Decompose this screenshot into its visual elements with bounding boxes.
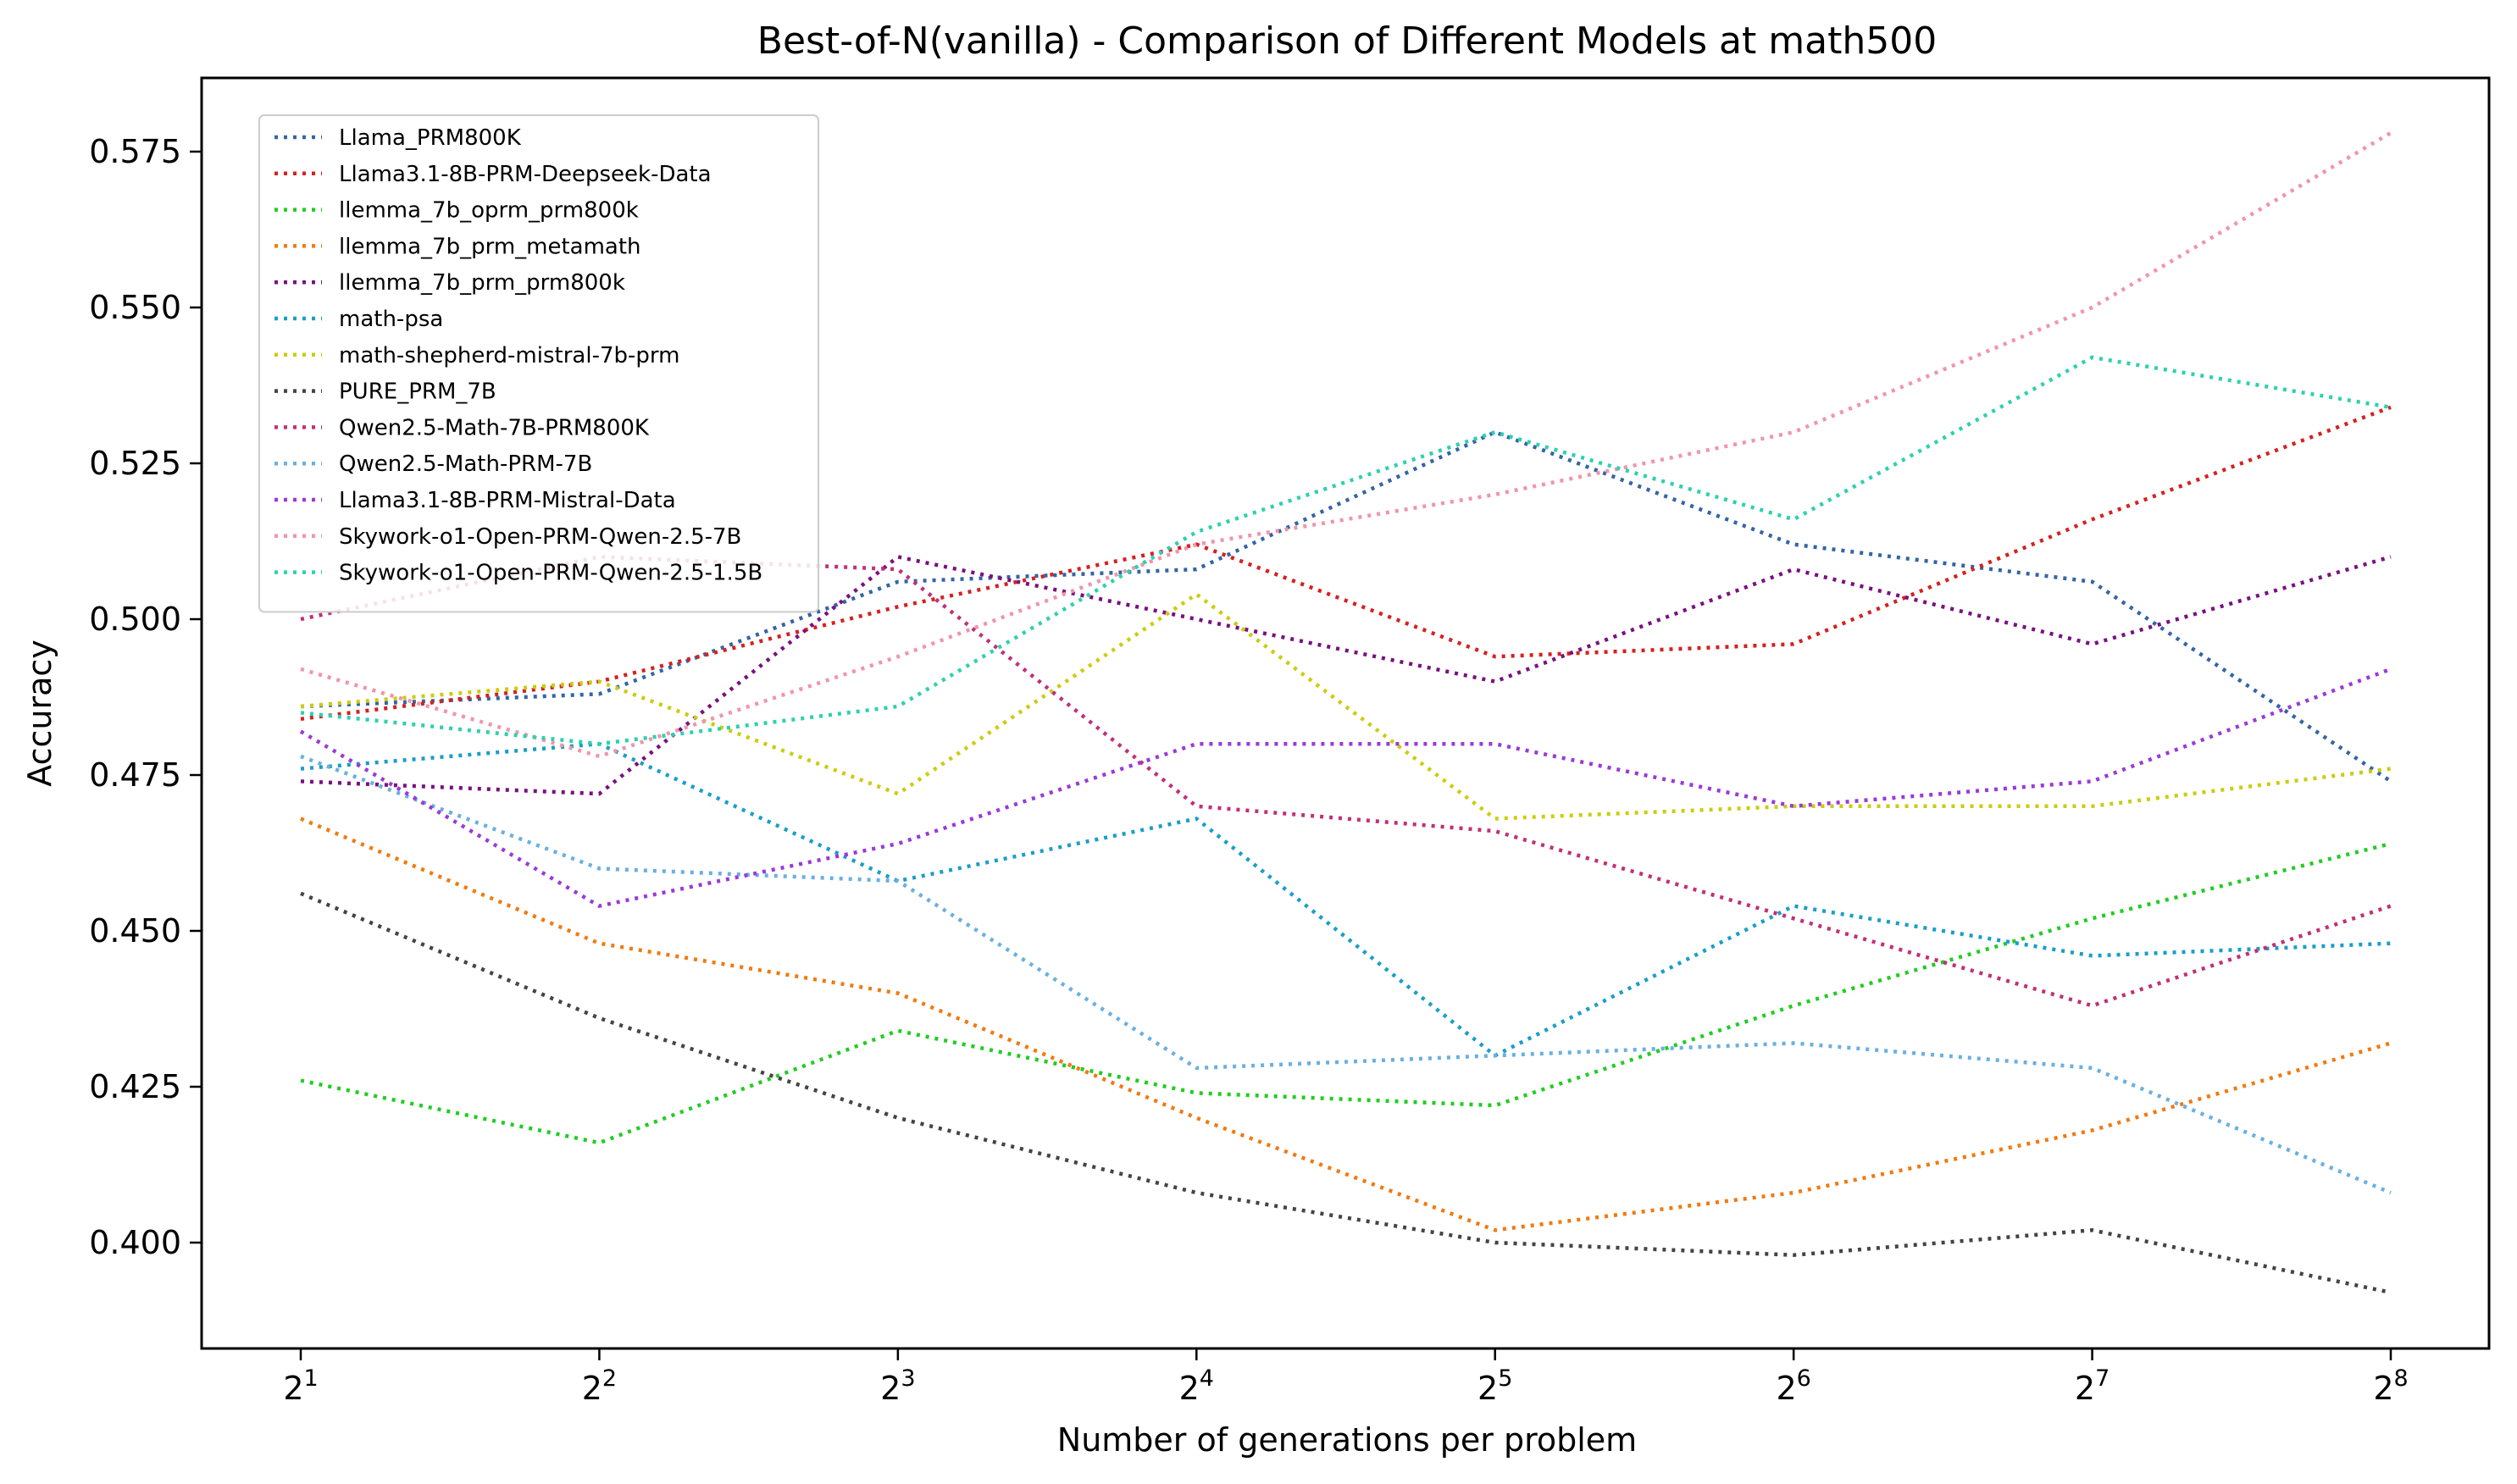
series-line <box>300 554 2392 796</box>
legend-label: Skywork-o1-Open-PRM-Qwen-2.5-7B <box>339 524 741 550</box>
series-line <box>300 355 2392 746</box>
plot-area-frame <box>200 76 2491 1350</box>
series-line <box>299 667 2392 908</box>
legend-label: Qwen2.5-Math-7B-PRM800K <box>339 415 650 440</box>
series-line <box>300 130 2392 759</box>
y-tick-label: 0.500 <box>89 601 181 638</box>
legend-label: math-shepherd-mistral-7b-prm <box>339 343 679 368</box>
legend-label: Qwen2.5-Math-PRM-7B <box>339 451 592 477</box>
series-line <box>300 405 2392 722</box>
x-axis-ticks: 21 22 23 24 25 26 27 28 <box>283 1348 2409 1407</box>
legend-label: Skywork-o1-Open-PRM-Qwen-2.5-1.5B <box>339 561 762 586</box>
legend-label: PURE_PRM_7B <box>339 379 496 405</box>
legend-label: llemma_7b_prm_prm800k <box>339 270 625 296</box>
x-tick-label: 27 <box>2075 1365 2110 1407</box>
legend-label: llemma_7b_oprm_prm800k <box>339 198 639 224</box>
legend-label: Llama_PRM800K <box>339 125 522 151</box>
series-line <box>300 754 2392 1195</box>
series-line <box>300 817 2392 1232</box>
x-axis-label: Number of generations per problem <box>1057 1421 1637 1459</box>
x-tick-label: 26 <box>1776 1365 1810 1407</box>
legend: Llama_PRM800K Llama3.1-8B-PRM-Deepseek-Da… <box>258 114 819 613</box>
x-tick-label: 28 <box>2373 1365 2408 1407</box>
y-tick-label: 0.525 <box>89 445 181 482</box>
series-line <box>300 891 2392 1295</box>
y-tick-label: 0.575 <box>89 133 181 170</box>
legend-label: math-psa <box>339 307 443 332</box>
y-tick-label: 0.450 <box>89 912 181 950</box>
x-tick-label: 25 <box>1477 1365 1512 1407</box>
series-line <box>300 841 2392 1145</box>
legend-label: llemma_7b_prm_metamath <box>339 234 641 259</box>
legend-label: Llama3.1-8B-PRM-Deepseek-Data <box>339 162 712 187</box>
y-tick-label: 0.475 <box>89 756 181 794</box>
x-tick-label: 21 <box>283 1365 318 1407</box>
x-tick-label: 23 <box>880 1365 915 1407</box>
y-axis-label: Accuracy <box>21 640 58 787</box>
series-line <box>300 741 2392 1058</box>
chart-title: Best-of-N(vanilla) - Comparison of Diffe… <box>757 19 1937 63</box>
y-tick-label: 0.400 <box>89 1224 181 1261</box>
series-line <box>300 591 2392 821</box>
y-axis-ticks: 0.400 0.425 0.450 0.475 0.500 0.525 0.550 0.575 <box>89 133 202 1261</box>
legend-frame <box>258 114 819 613</box>
y-tick-label: 0.550 <box>89 289 181 326</box>
x-tick-label: 22 <box>582 1365 617 1407</box>
x-tick-label: 24 <box>1179 1365 1214 1407</box>
y-tick-label: 0.425 <box>89 1068 181 1105</box>
legend-label: Llama3.1-8B-PRM-Mistral-Data <box>339 488 676 513</box>
